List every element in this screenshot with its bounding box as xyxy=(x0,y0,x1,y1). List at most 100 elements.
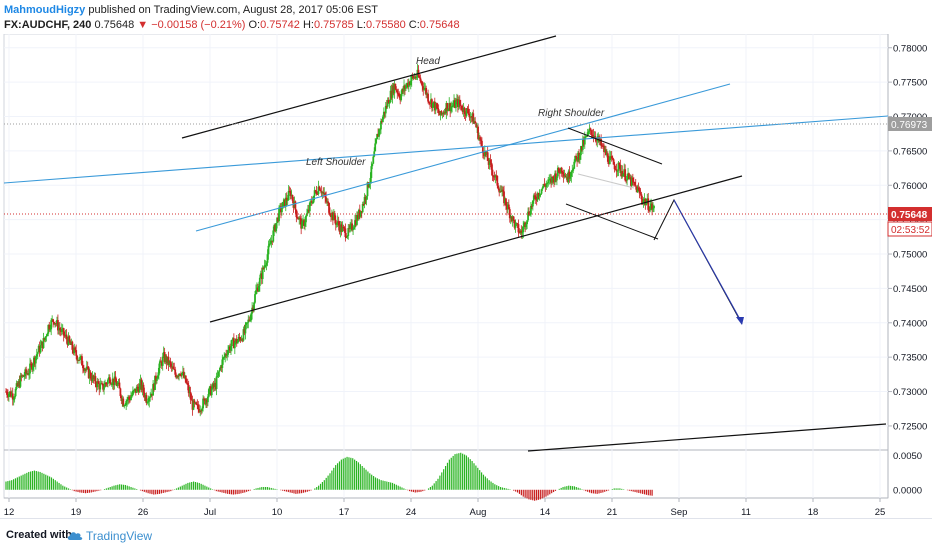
candle-body xyxy=(17,381,20,386)
candle-body xyxy=(432,101,435,103)
candle-body xyxy=(552,176,554,179)
candle-body xyxy=(564,175,567,178)
candle-body xyxy=(83,369,86,371)
y-tick-label: 0.76000 xyxy=(893,181,927,192)
candle-body xyxy=(633,182,636,186)
candle-body xyxy=(639,193,642,195)
candle-body xyxy=(305,215,307,223)
candle-body xyxy=(600,139,603,146)
shoulder-trendline-blue[interactable] xyxy=(195,83,731,232)
candle-body xyxy=(486,152,489,161)
symbol-line: FX:AUDCHF, 240 0.75648 ▼ −0.00158 (−0.21… xyxy=(4,19,460,31)
candle-body xyxy=(187,384,190,394)
candle-body xyxy=(395,89,398,91)
candle-body xyxy=(549,178,552,180)
candle-body xyxy=(505,198,507,206)
candle-body xyxy=(379,129,381,131)
drawings: Head Left Shoulder Right Shoulder xyxy=(3,35,889,452)
y-tick-label: 0.74000 xyxy=(893,318,927,329)
candle-body xyxy=(132,390,135,392)
candle-body xyxy=(214,382,217,390)
candle-body xyxy=(261,267,264,280)
channel-lower-trendline[interactable] xyxy=(209,175,743,323)
candle-body xyxy=(82,365,84,369)
ohlc-open: 0.75742 xyxy=(260,19,300,31)
candle-body xyxy=(99,383,102,390)
candle-body xyxy=(289,191,292,197)
candle-body xyxy=(389,90,392,103)
candle-body xyxy=(149,396,152,398)
candle-body xyxy=(397,93,400,95)
candle-body xyxy=(428,101,430,104)
candle-body xyxy=(47,324,50,334)
candle-body xyxy=(530,205,533,207)
projection-arrow-line[interactable] xyxy=(673,199,743,324)
candle-body xyxy=(593,136,596,138)
candle-body xyxy=(269,243,272,245)
candle-body xyxy=(288,190,291,192)
candle-body xyxy=(406,83,408,86)
candle-body xyxy=(129,398,131,400)
candle-body xyxy=(482,153,485,157)
candle-body xyxy=(174,369,177,375)
candle-body xyxy=(578,152,580,160)
candle-body xyxy=(535,199,538,201)
channel-upper-trendline[interactable] xyxy=(181,35,557,139)
long-term-trendline[interactable] xyxy=(527,423,887,452)
candle-body xyxy=(98,383,101,390)
candle-body xyxy=(255,290,257,295)
tradingview-cloud-icon[interactable] xyxy=(66,528,84,542)
candle-body xyxy=(472,113,475,124)
candle-body xyxy=(13,396,16,400)
candle-body xyxy=(316,193,319,195)
candle-body xyxy=(559,167,562,174)
candle-body xyxy=(605,153,608,156)
candle-body xyxy=(310,201,313,203)
flag-lower-line[interactable] xyxy=(565,203,659,240)
x-tick-label: 18 xyxy=(808,507,819,518)
candle-body xyxy=(249,320,252,322)
candle-body xyxy=(491,169,494,176)
candle-body xyxy=(64,334,67,336)
candle-body xyxy=(287,190,290,200)
candle-body xyxy=(273,224,276,231)
x-tick-label: 24 xyxy=(406,507,417,518)
chart-frame[interactable]: Head Left Shoulder Right Shoulder 0.7800… xyxy=(0,33,932,518)
candle-body xyxy=(5,391,7,393)
candle-body xyxy=(495,175,498,177)
candle-body xyxy=(39,345,42,353)
candle-body xyxy=(405,85,407,89)
candle-body xyxy=(380,121,382,130)
y-tick-label: 0.76500 xyxy=(893,146,927,157)
candle-body xyxy=(157,375,159,379)
candle-body xyxy=(625,180,628,182)
candle-body xyxy=(40,341,43,346)
candle-body xyxy=(476,126,478,128)
candle-body xyxy=(38,345,41,353)
candle-body xyxy=(309,201,312,203)
candle-body xyxy=(606,153,609,162)
candle-body xyxy=(488,159,491,165)
candle-body xyxy=(274,224,277,232)
candle-body xyxy=(630,177,632,186)
candle-body xyxy=(190,399,193,401)
candle-body xyxy=(640,194,643,200)
candle-body xyxy=(571,170,574,172)
candle-body xyxy=(413,76,416,79)
candle-body xyxy=(545,184,548,187)
candle-body xyxy=(617,162,620,171)
flag-upper-line[interactable] xyxy=(567,127,663,165)
candle-body xyxy=(586,132,589,137)
candle-body xyxy=(267,245,270,255)
neckline-blue[interactable] xyxy=(3,115,889,184)
candle-body xyxy=(20,375,23,377)
candle-body xyxy=(278,207,280,222)
tradingview-brand[interactable]: TradingView xyxy=(86,529,153,543)
flag-mid-line[interactable] xyxy=(577,173,635,189)
candle-body xyxy=(649,206,652,211)
candle-body xyxy=(493,176,496,178)
candle-body xyxy=(46,333,49,337)
candle-body xyxy=(171,366,174,368)
price-chart[interactable]: Head Left Shoulder Right Shoulder 0.7800… xyxy=(0,33,932,518)
author-link[interactable]: MahmoudHigzy xyxy=(4,4,86,16)
